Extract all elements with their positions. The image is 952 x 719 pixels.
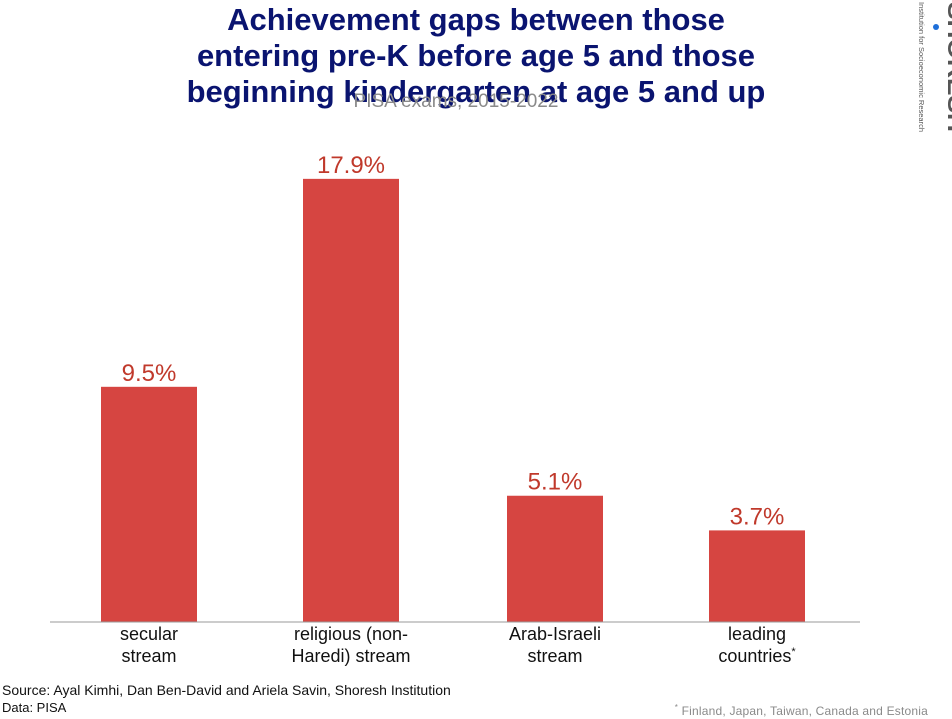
value-labels-group: 9.5% 17.9% 5.1% 3.7% — [122, 152, 785, 531]
tick-label-3-line-1: Arab-Israeli — [509, 624, 601, 644]
bars-group — [101, 178, 805, 622]
bar-1 — [101, 386, 197, 622]
footnote-marker: * — [674, 703, 679, 712]
tick-label-4-line-1: leading — [728, 624, 786, 644]
footnote: * Finland, Japan, Taiwan, Canada and Est… — [675, 700, 928, 719]
source-note: Source: Ayal Kimhi, Dan Ben-David and Ar… — [2, 682, 451, 698]
logo-tagline: Institution for Socioeconomic Research — [917, 2, 924, 132]
chart-title-line-2: entering pre-K before age 5 and those — [196, 38, 756, 73]
logo-dot — [933, 24, 939, 30]
bar-4 — [709, 530, 805, 622]
tick-label-2-line-2: Haredi) stream — [291, 646, 410, 666]
value-label-1: 9.5% — [122, 360, 177, 387]
tick-label-1-line-2: stream — [121, 646, 176, 666]
shoresh-logo: SHORESH Institution for Socioeconomic Re… — [917, 2, 952, 132]
value-label-3: 5.1% — [528, 469, 583, 496]
bar-3 — [507, 495, 603, 622]
value-label-2: 17.9% — [317, 152, 385, 179]
tick-label-1-line-1: secular — [120, 624, 178, 644]
tick-label-2-line-1: religious (non- — [294, 624, 408, 644]
chart-title-line-3: beginning kindergarten at age 5 and up — [186, 74, 766, 109]
tick-label-4-line-2: countries* — [718, 646, 796, 666]
footnote-text: Finland, Japan, Taiwan, Canada and Eston… — [681, 704, 928, 718]
chart-title: Achievement gaps between those entering … — [0, 2, 952, 110]
logo-wordmark: SHORESH — [942, 2, 952, 132]
data-source-note: Data: PISA — [2, 700, 67, 715]
value-label-4: 3.7% — [730, 503, 785, 530]
tick-label-3-line-2: stream — [527, 646, 582, 666]
bar-2 — [303, 178, 399, 622]
chart-title-line-1: Achievement gaps between those — [227, 2, 725, 37]
chart-subtitle: PISA exams, 2015-2022 — [353, 91, 559, 112]
